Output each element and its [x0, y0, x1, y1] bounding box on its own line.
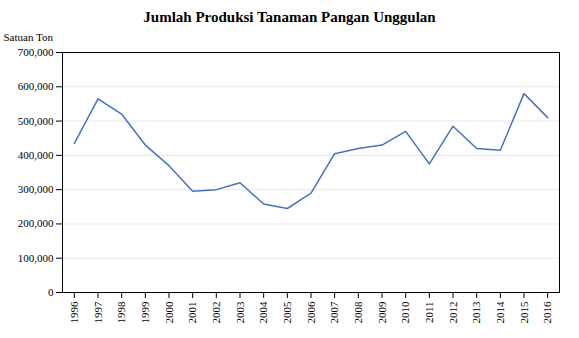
svg-text:2002: 2002	[210, 302, 222, 324]
svg-text:2016: 2016	[541, 301, 553, 324]
svg-text:600,000: 600,000	[18, 80, 54, 92]
svg-text:100,000: 100,000	[18, 252, 54, 264]
svg-text:2015: 2015	[518, 301, 530, 324]
svg-text:2008: 2008	[352, 301, 364, 324]
svg-text:500,000: 500,000	[18, 115, 54, 127]
svg-text:2012: 2012	[447, 302, 459, 324]
svg-text:2003: 2003	[234, 301, 246, 324]
svg-text:200,000: 200,000	[18, 217, 54, 229]
html-text:Jumlah Produksi Tanaman Pangan: Jumlah Produksi Tanaman Pangan Unggulan	[143, 9, 436, 25]
svg-text:400,000: 400,000	[18, 149, 54, 161]
svg-text:2006: 2006	[305, 301, 317, 324]
svg-text:2011: 2011	[423, 302, 435, 324]
svg-text:300,000: 300,000	[18, 183, 54, 195]
svg-text:700,000: 700,000	[18, 46, 54, 58]
svg-text:Satuan Ton: Satuan Ton	[4, 31, 54, 43]
svg-text:2014: 2014	[494, 301, 506, 324]
svg-text:2005: 2005	[281, 301, 293, 324]
svg-text:2013: 2013	[470, 301, 482, 324]
svg-text:2009: 2009	[376, 301, 388, 324]
svg-text:1999: 1999	[139, 301, 151, 324]
svg-text:1996: 1996	[68, 301, 80, 324]
svg-text:2004: 2004	[257, 301, 269, 324]
svg-text:2001: 2001	[186, 302, 198, 324]
svg-text:2007: 2007	[328, 301, 340, 324]
svg-text:2000: 2000	[163, 301, 175, 324]
svg-text:1998: 1998	[115, 301, 127, 324]
svg-text:0: 0	[48, 286, 54, 298]
svg-text:1997: 1997	[92, 301, 104, 324]
svg-text:2010: 2010	[399, 301, 411, 324]
